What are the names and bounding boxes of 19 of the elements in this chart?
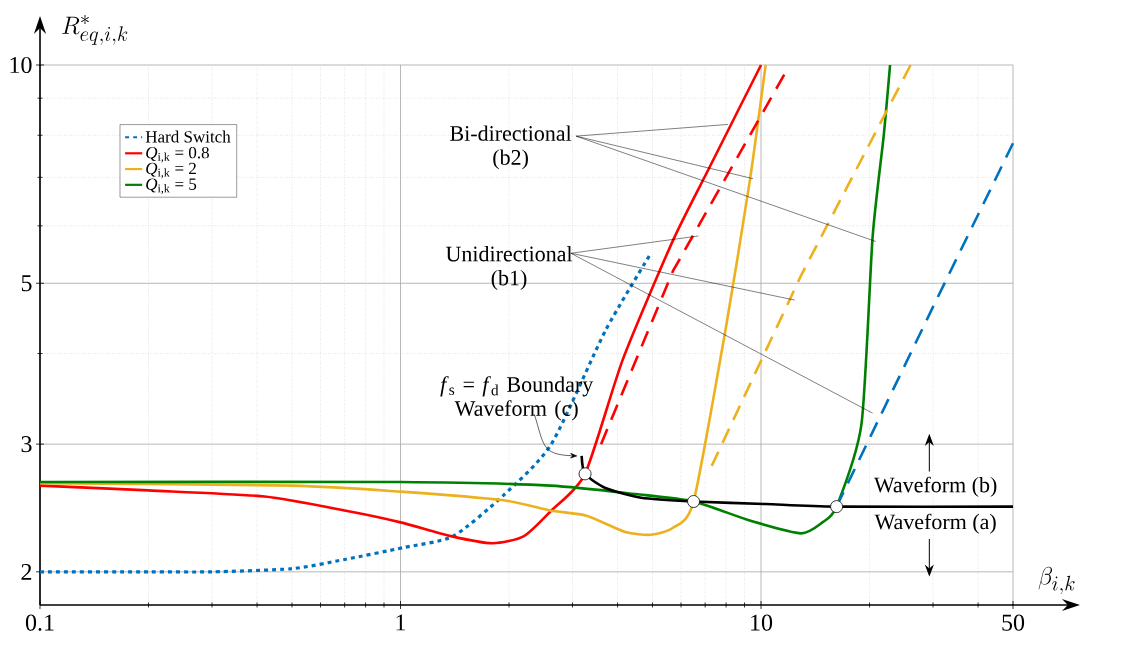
- legend-label: Hard Switch: [145, 130, 231, 143]
- x-tick-label: 0.1: [25, 614, 54, 631]
- x-tick-label: 50: [1002, 614, 1025, 631]
- y-tick-label: 3: [21, 436, 32, 453]
- y-axis-title: $R^{*}_{eq,i,k}$: [62, 15, 128, 45]
- x-tick-label: 10: [751, 614, 773, 631]
- annotation: Bi-directional (b2): [450, 125, 572, 170]
- y-tick-label: 2: [21, 563, 32, 580]
- annotation: Waveform (a): [874, 513, 996, 534]
- annotation: f$_{s}$ = f$_{d}$ Boundary Waveform (c): [440, 376, 594, 421]
- annotation: Unidirectional (b1): [445, 245, 573, 290]
- annotation: Waveform (b): [873, 476, 997, 497]
- y-tick-label: 5: [21, 275, 32, 292]
- legend-label: Q$_{i,k}$ = 0.8: [146, 146, 209, 163]
- y-tick-label: 10: [10, 56, 32, 74]
- legend-label: Q$_{i,k}$ = 2: [146, 162, 196, 179]
- x-tick-label: 1: [396, 614, 406, 631]
- x-axis-title: $\beta_{i,k}$: [1038, 566, 1075, 595]
- legend-label: Q$_{i,k}$ = 5: [146, 178, 197, 195]
